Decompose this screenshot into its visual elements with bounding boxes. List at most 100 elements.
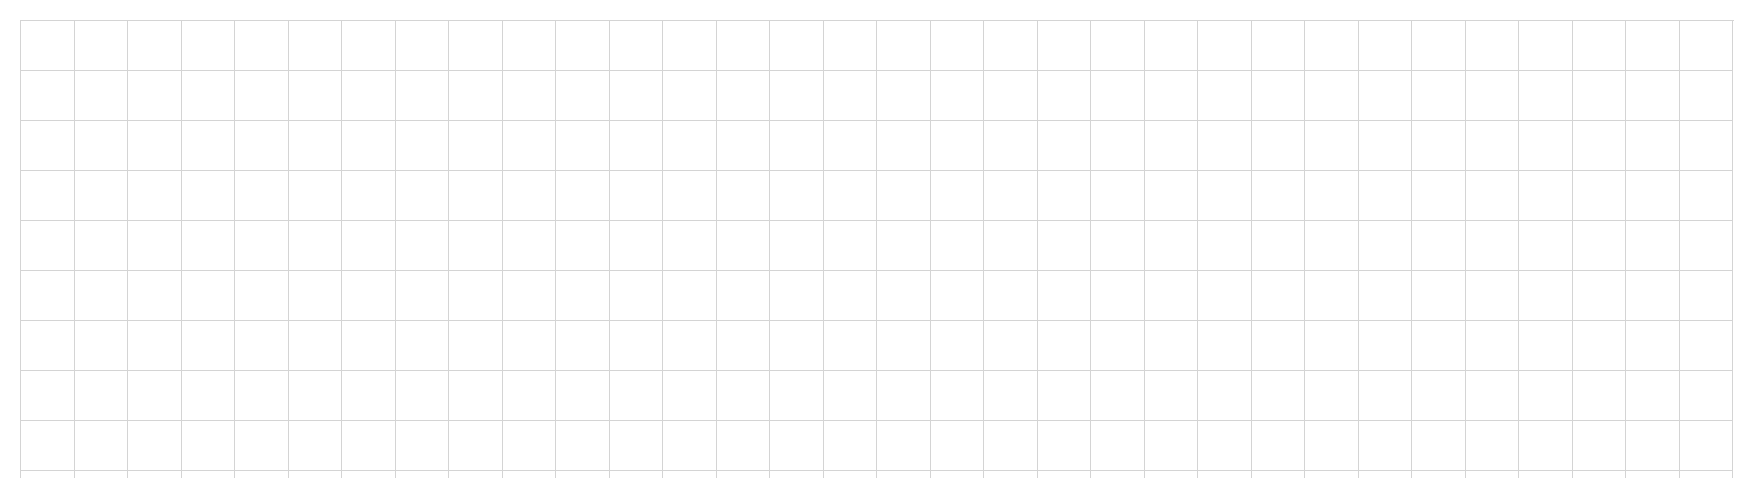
grid-cell[interactable] <box>1251 421 1305 471</box>
grid-cell[interactable] <box>1144 71 1198 121</box>
grid-cell[interactable] <box>716 21 770 71</box>
grid-cell[interactable] <box>1358 471 1412 478</box>
grid-cell[interactable] <box>1037 171 1091 221</box>
grid-cell[interactable] <box>1305 421 1359 471</box>
grid-cell[interactable] <box>770 471 824 478</box>
grid-cell[interactable] <box>877 421 931 471</box>
grid-cell[interactable] <box>930 321 984 371</box>
grid-cell[interactable] <box>984 271 1038 321</box>
grid-cell[interactable] <box>1251 71 1305 121</box>
grid-cell[interactable] <box>984 371 1038 421</box>
grid-cell[interactable] <box>1412 271 1466 321</box>
grid-cell[interactable] <box>1626 471 1680 478</box>
grid-cell[interactable] <box>556 221 610 271</box>
grid-cell[interactable] <box>74 21 128 71</box>
grid-cell[interactable] <box>609 471 663 478</box>
grid-cell[interactable] <box>1198 21 1252 71</box>
grid-cell[interactable] <box>449 271 503 321</box>
grid-cell[interactable] <box>556 471 610 478</box>
grid-cell[interactable] <box>1198 421 1252 471</box>
grid-cell[interactable] <box>1519 271 1573 321</box>
grid-cell[interactable] <box>235 371 289 421</box>
grid-cell[interactable] <box>1465 471 1519 478</box>
grid-cell[interactable] <box>823 371 877 421</box>
grid-cell[interactable] <box>1144 121 1198 171</box>
grid-cell[interactable] <box>877 121 931 171</box>
grid-cell[interactable] <box>1679 371 1733 421</box>
grid-cell[interactable] <box>181 221 235 271</box>
grid-cell[interactable] <box>984 321 1038 371</box>
grid-cell[interactable] <box>1679 21 1733 71</box>
grid-cell[interactable] <box>984 471 1038 478</box>
grid-cell[interactable] <box>1679 421 1733 471</box>
grid-cell[interactable] <box>1572 21 1626 71</box>
grid-cell[interactable] <box>823 121 877 171</box>
grid-cell[interactable] <box>1305 221 1359 271</box>
grid-cell[interactable] <box>609 271 663 321</box>
grid-cell[interactable] <box>74 271 128 321</box>
grid-cell[interactable] <box>1198 71 1252 121</box>
grid-cell[interactable] <box>395 471 449 478</box>
grid-cell[interactable] <box>1572 221 1626 271</box>
grid-cell[interactable] <box>449 71 503 121</box>
grid-cell[interactable] <box>1465 321 1519 371</box>
grid-cell[interactable] <box>181 371 235 421</box>
grid-cell[interactable] <box>128 271 182 321</box>
grid-cell[interactable] <box>288 121 342 171</box>
grid-cell[interactable] <box>1465 271 1519 321</box>
grid-cell[interactable] <box>21 271 75 321</box>
grid-cell[interactable] <box>235 71 289 121</box>
grid-cell[interactable] <box>770 321 824 371</box>
grid-cell[interactable] <box>1572 371 1626 421</box>
grid-cell[interactable] <box>1037 471 1091 478</box>
grid-cell[interactable] <box>395 271 449 321</box>
grid-cell[interactable] <box>21 221 75 271</box>
grid-cell[interactable] <box>502 71 556 121</box>
grid-cell[interactable] <box>1358 321 1412 371</box>
grid-cell[interactable] <box>609 121 663 171</box>
grid-cell[interactable] <box>21 71 75 121</box>
grid-cell[interactable] <box>716 271 770 321</box>
grid-cell[interactable] <box>1626 171 1680 221</box>
grid-cell[interactable] <box>877 371 931 421</box>
grid-cell[interactable] <box>181 421 235 471</box>
grid-cell[interactable] <box>877 221 931 271</box>
grid-cell[interactable] <box>930 271 984 321</box>
grid-cell[interactable] <box>663 421 717 471</box>
grid-cell[interactable] <box>235 471 289 478</box>
grid-cell[interactable] <box>128 421 182 471</box>
grid-cell[interactable] <box>342 71 396 121</box>
grid-cell[interactable] <box>1626 71 1680 121</box>
grid-cell[interactable] <box>1251 371 1305 421</box>
grid-cell[interactable] <box>1679 221 1733 271</box>
grid-cell[interactable] <box>1358 21 1412 71</box>
grid-cell[interactable] <box>1091 121 1145 171</box>
grid-cell[interactable] <box>128 121 182 171</box>
grid-cell[interactable] <box>128 171 182 221</box>
grid-cell[interactable] <box>502 171 556 221</box>
grid-cell[interactable] <box>1626 21 1680 71</box>
grid-cell[interactable] <box>770 271 824 321</box>
grid-cell[interactable] <box>395 21 449 71</box>
grid-cell[interactable] <box>395 321 449 371</box>
grid-cell[interactable] <box>556 321 610 371</box>
grid-cell[interactable] <box>770 421 824 471</box>
grid-cell[interactable] <box>181 121 235 171</box>
grid-cell[interactable] <box>1519 221 1573 271</box>
grid-cell[interactable] <box>930 121 984 171</box>
grid-cell[interactable] <box>1358 121 1412 171</box>
grid-cell[interactable] <box>823 71 877 121</box>
grid-cell[interactable] <box>502 421 556 471</box>
grid-cell[interactable] <box>128 221 182 271</box>
grid-cell[interactable] <box>930 21 984 71</box>
grid-cell[interactable] <box>663 471 717 478</box>
grid-cell[interactable] <box>181 71 235 121</box>
grid-cell[interactable] <box>1679 321 1733 371</box>
grid-cell[interactable] <box>984 221 1038 271</box>
grid-cell[interactable] <box>74 371 128 421</box>
grid-cell[interactable] <box>21 471 75 478</box>
grid-cell[interactable] <box>663 371 717 421</box>
grid-cell[interactable] <box>1572 421 1626 471</box>
grid-cell[interactable] <box>1412 71 1466 121</box>
grid-cell[interactable] <box>449 371 503 421</box>
